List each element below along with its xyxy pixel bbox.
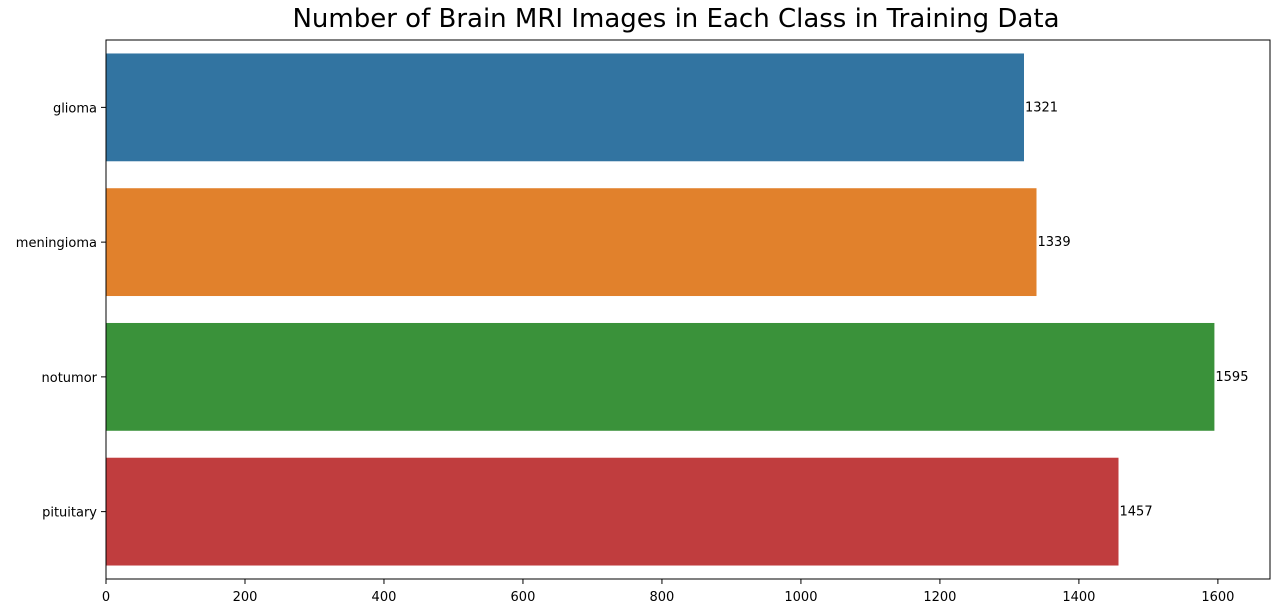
x-tick-label: 200 bbox=[233, 590, 258, 605]
y-tick-label-pituitary: pituitary bbox=[42, 506, 97, 521]
x-tick-label: 800 bbox=[650, 590, 675, 605]
x-axis: 0 200 400 600 800 1000 1200 1400 1600 bbox=[102, 579, 1234, 605]
x-tick-label: 0 bbox=[102, 590, 110, 605]
data-labels-layer: 1321 1339 1595 1457 bbox=[1025, 100, 1249, 519]
x-tick-label: 600 bbox=[511, 590, 536, 605]
data-label-pituitary: 1457 bbox=[1120, 505, 1153, 520]
y-tick-label-glioma: glioma bbox=[53, 101, 97, 116]
bar-pituitary bbox=[106, 457, 1119, 566]
bar-meningioma bbox=[106, 188, 1037, 297]
data-label-notumor: 1595 bbox=[1215, 370, 1248, 385]
data-label-meningioma: 1339 bbox=[1038, 235, 1071, 250]
bar-notumor bbox=[106, 322, 1215, 431]
x-tick-label: 1200 bbox=[923, 590, 956, 605]
data-label-glioma: 1321 bbox=[1025, 100, 1058, 115]
chart-title: Number of Brain MRI Images in Each Class… bbox=[292, 4, 1060, 34]
x-tick-label: 400 bbox=[372, 590, 397, 605]
x-tick-label: 1400 bbox=[1062, 590, 1095, 605]
x-tick-label: 1000 bbox=[784, 590, 817, 605]
y-tick-label-meningioma: meningioma bbox=[16, 236, 97, 251]
bars-layer bbox=[106, 53, 1215, 566]
y-tick-label-notumor: notumor bbox=[42, 371, 98, 386]
x-tick-label: 1600 bbox=[1201, 590, 1234, 605]
plot-frame bbox=[105, 39, 1271, 580]
bar-glioma bbox=[106, 53, 1024, 162]
y-axis: glioma meningioma notumor pituitary bbox=[16, 101, 106, 521]
